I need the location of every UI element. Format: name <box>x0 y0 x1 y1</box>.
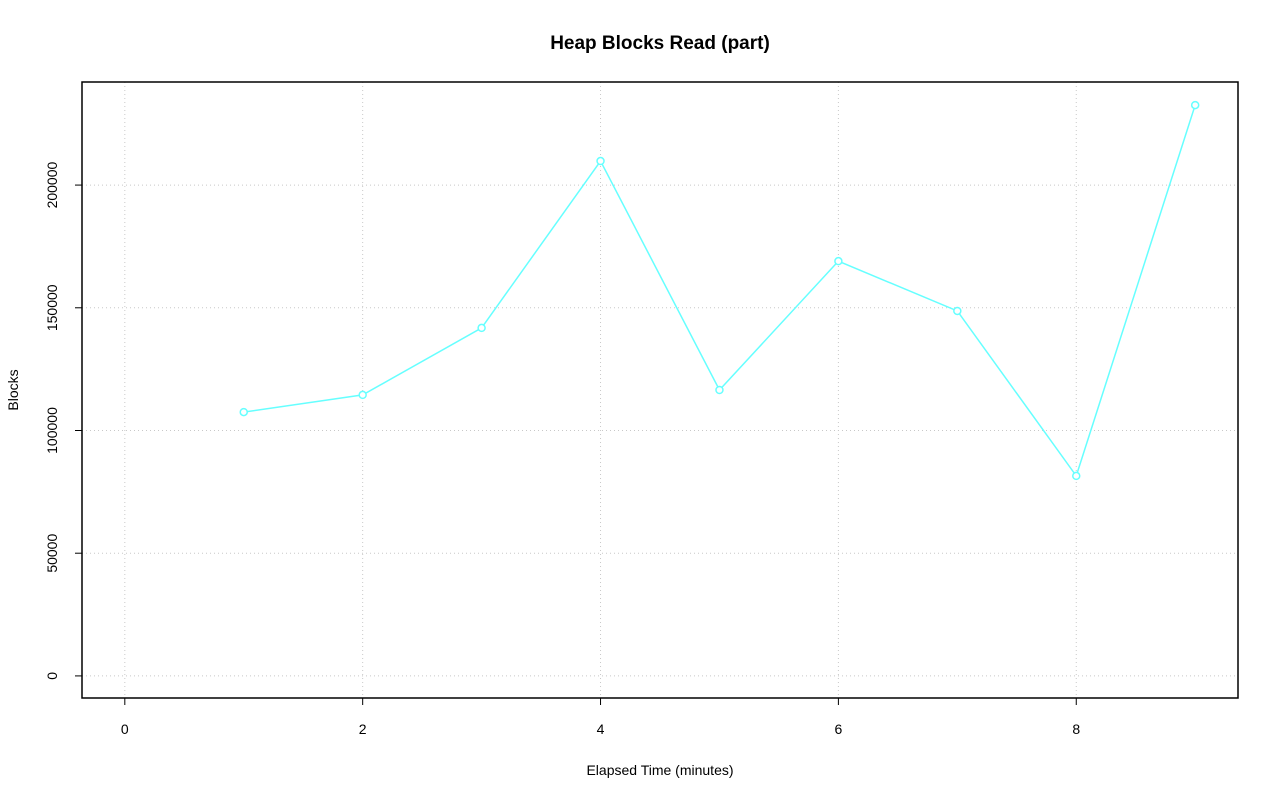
x-tick-label: 2 <box>359 721 367 737</box>
y-tick-label: 100000 <box>44 407 60 454</box>
data-point <box>358 390 367 400</box>
x-tick-label: 8 <box>1072 721 1080 737</box>
y-tick-label: 150000 <box>44 284 60 331</box>
data-point <box>1190 100 1200 110</box>
series-line <box>243 104 1196 478</box>
data-point <box>239 407 248 417</box>
y-tick-label: 50000 <box>44 534 60 573</box>
data-point <box>596 156 605 166</box>
y-tick-label: 0 <box>44 672 60 680</box>
data-point <box>834 256 843 266</box>
y-tick-label: 200000 <box>44 162 60 209</box>
data-point <box>477 323 486 333</box>
y-axis-label: Blocks <box>5 369 21 410</box>
data-point <box>953 306 962 316</box>
x-axis-label: Elapsed Time (minutes) <box>586 762 733 778</box>
plot-frame <box>81 81 1239 699</box>
x-tick-label: 0 <box>121 721 129 737</box>
chart-title: Heap Blocks Read (part) <box>550 33 770 54</box>
data-point <box>715 385 724 395</box>
x-tick-label: 6 <box>834 721 842 737</box>
x-tick-label: 4 <box>597 721 605 737</box>
data-point <box>1072 471 1081 481</box>
